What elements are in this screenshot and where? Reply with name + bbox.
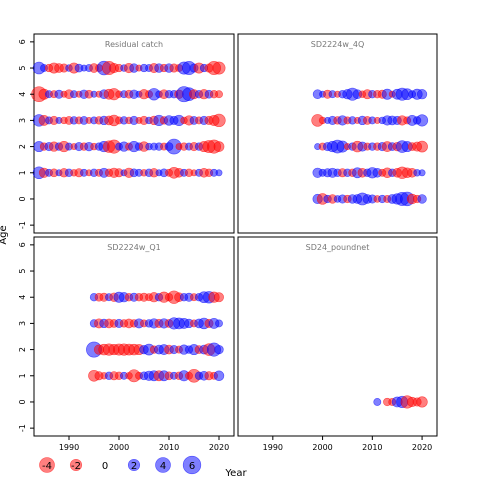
y-tick-label: 5 — [18, 65, 27, 70]
x-tick-label: 2020 — [209, 443, 229, 452]
y-tick-label: 5 — [18, 268, 27, 273]
legend-bubble — [39, 457, 55, 473]
bubble-point — [416, 396, 428, 408]
panel-frame — [33, 33, 235, 234]
bubble-point — [212, 61, 226, 75]
bubble-point — [212, 113, 226, 128]
y-tick-label: 1 — [18, 170, 27, 175]
bubble-point — [213, 141, 225, 152]
bubble-point — [418, 169, 426, 177]
y-tick-label: 6 — [18, 242, 27, 247]
y-tick-label: 4 — [18, 92, 27, 97]
panel-title: SD2224w_4Q — [311, 40, 365, 49]
legend-bubble — [155, 457, 171, 473]
y-tick-label: -1 — [18, 221, 27, 229]
y-tick-label: 0 — [18, 399, 27, 404]
panel-frame — [237, 236, 438, 437]
legend: -4 -2 0 2 4 6 — [39, 455, 202, 475]
x-tick-label: 1990 — [59, 443, 79, 452]
bubble-point — [416, 89, 428, 100]
y-tick-label: 2 — [18, 144, 27, 149]
bubble-group — [373, 395, 428, 409]
panel-frame — [33, 236, 235, 437]
axes-group: -1 0 1 2 3 4 5 6 -1 0 1 2 3 4 5 6 1990 2000 2010 2020 1990 20… — [18, 39, 432, 452]
panel-title: SD2224w_Q1 — [107, 243, 161, 252]
bubble-point — [214, 344, 224, 355]
y-tick-label: 3 — [18, 118, 27, 123]
y-tick-label: 6 — [18, 39, 27, 44]
legend-label: 0 — [102, 461, 108, 472]
legend-label: -4 — [42, 461, 52, 472]
bubble-point — [215, 90, 223, 99]
bubble-point — [416, 140, 428, 153]
panel-sd2224w-q1: SD2224w_Q1 — [33, 236, 235, 437]
x-tick-label: 1990 — [263, 443, 283, 452]
x-tick-label: 2000 — [109, 443, 129, 452]
bubble-point — [373, 398, 382, 406]
bubble-point — [215, 169, 223, 177]
y-tick-label: 0 — [18, 196, 27, 201]
bubble-point — [215, 319, 223, 328]
y-tick-label: -1 — [18, 424, 27, 432]
panel-residual-catch: Residual catch — [31, 33, 235, 234]
legend-bubble — [182, 455, 202, 475]
y-axis-label: Age — [0, 225, 9, 244]
bubble-point — [417, 194, 427, 204]
panel-title: SD24_poundnet — [306, 243, 370, 252]
bubble-group — [311, 87, 429, 207]
x-tick-label: 2000 — [312, 443, 332, 452]
panel-sd24-poundnet: SD24_poundnet — [237, 236, 438, 437]
y-tick-label: 4 — [18, 295, 27, 300]
legend-label: 6 — [189, 461, 195, 472]
y-tick-label: 1 — [18, 373, 27, 378]
y-tick-label: 3 — [18, 321, 27, 326]
panel-title: Residual catch — [105, 40, 163, 49]
panel-sd2224w-4q: SD2224w_4Q — [237, 33, 438, 234]
panel-frame — [237, 33, 438, 234]
bubble-group — [31, 60, 226, 180]
x-tick-label: 2010 — [159, 443, 179, 452]
bubble-point — [214, 292, 224, 303]
legend-label: -2 — [71, 461, 81, 472]
legend-bubble — [69, 458, 83, 472]
legend-label: 2 — [131, 461, 137, 472]
x-axis-label: Year — [224, 468, 247, 479]
x-tick-label: 2010 — [362, 443, 382, 452]
x-tick-label: 2020 — [412, 443, 432, 452]
bubble-point — [213, 370, 225, 381]
y-tick-label: 2 — [18, 347, 27, 352]
legend-bubble — [127, 458, 141, 472]
legend-label: 4 — [160, 461, 166, 472]
bubble-point — [416, 114, 429, 127]
bubble-group — [86, 290, 225, 383]
